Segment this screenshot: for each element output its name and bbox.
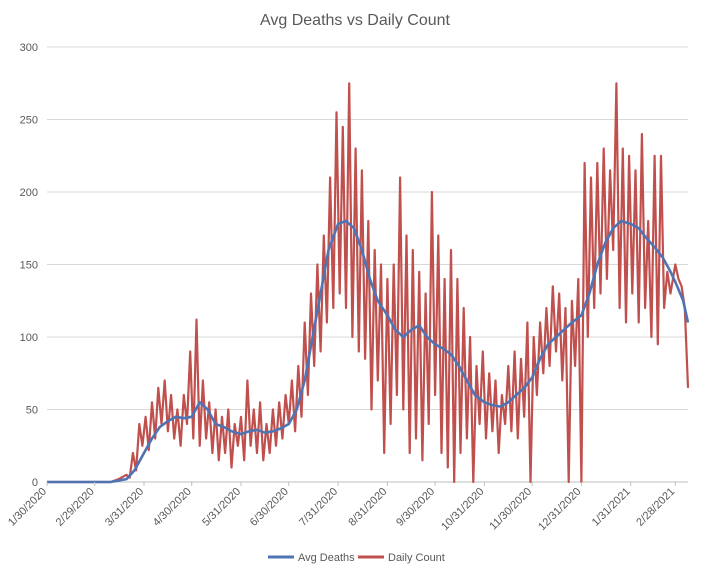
- x-tick-label: 7/31/2020: [297, 486, 340, 529]
- legend-label: Daily Count: [388, 552, 445, 564]
- series-line-daily-count: [47, 82, 690, 484]
- x-tick-label: 3/31/2020: [103, 486, 146, 529]
- y-tick-label: 200: [20, 187, 38, 199]
- x-tick-label: 2/28/2021: [634, 486, 677, 529]
- x-tick-label: 8/31/2020: [346, 486, 389, 529]
- x-tick-label: 2/29/2020: [54, 486, 97, 529]
- x-tick-label: 1/31/2021: [590, 486, 633, 529]
- y-tick-label: 0: [32, 477, 38, 489]
- x-tick-label: 5/31/2020: [200, 486, 243, 529]
- x-tick-label: 4/30/2020: [151, 486, 194, 529]
- series-line-avg-deaths: [47, 219, 690, 484]
- x-tick-label: 11/30/2020: [487, 486, 534, 533]
- chart-title: Avg Deaths vs Daily Count: [260, 12, 451, 29]
- y-tick-label: 250: [20, 115, 38, 127]
- x-tick-label: 10/31/2020: [439, 486, 486, 533]
- y-tick-label: 150: [20, 260, 38, 272]
- x-tick-label: 12/31/2020: [536, 486, 583, 533]
- y-tick-label: 50: [26, 405, 38, 417]
- grid-layer: [47, 46, 688, 483]
- y-tick-label: 100: [20, 332, 38, 344]
- y-tick-label: 300: [20, 42, 38, 54]
- tick-layer: 0 50 100 150 200 250 300 1/30/2020 2/29/2020 3/31…: [6, 42, 677, 533]
- legend-label: Avg Deaths: [298, 552, 355, 564]
- x-tick-label: 1/30/2020: [6, 486, 49, 529]
- x-tick-label: 9/30/2020: [394, 486, 437, 529]
- series-layer: [47, 82, 690, 484]
- legend: Avg Deaths Daily Count: [268, 552, 445, 564]
- x-tick-label: 6/30/2020: [248, 486, 291, 529]
